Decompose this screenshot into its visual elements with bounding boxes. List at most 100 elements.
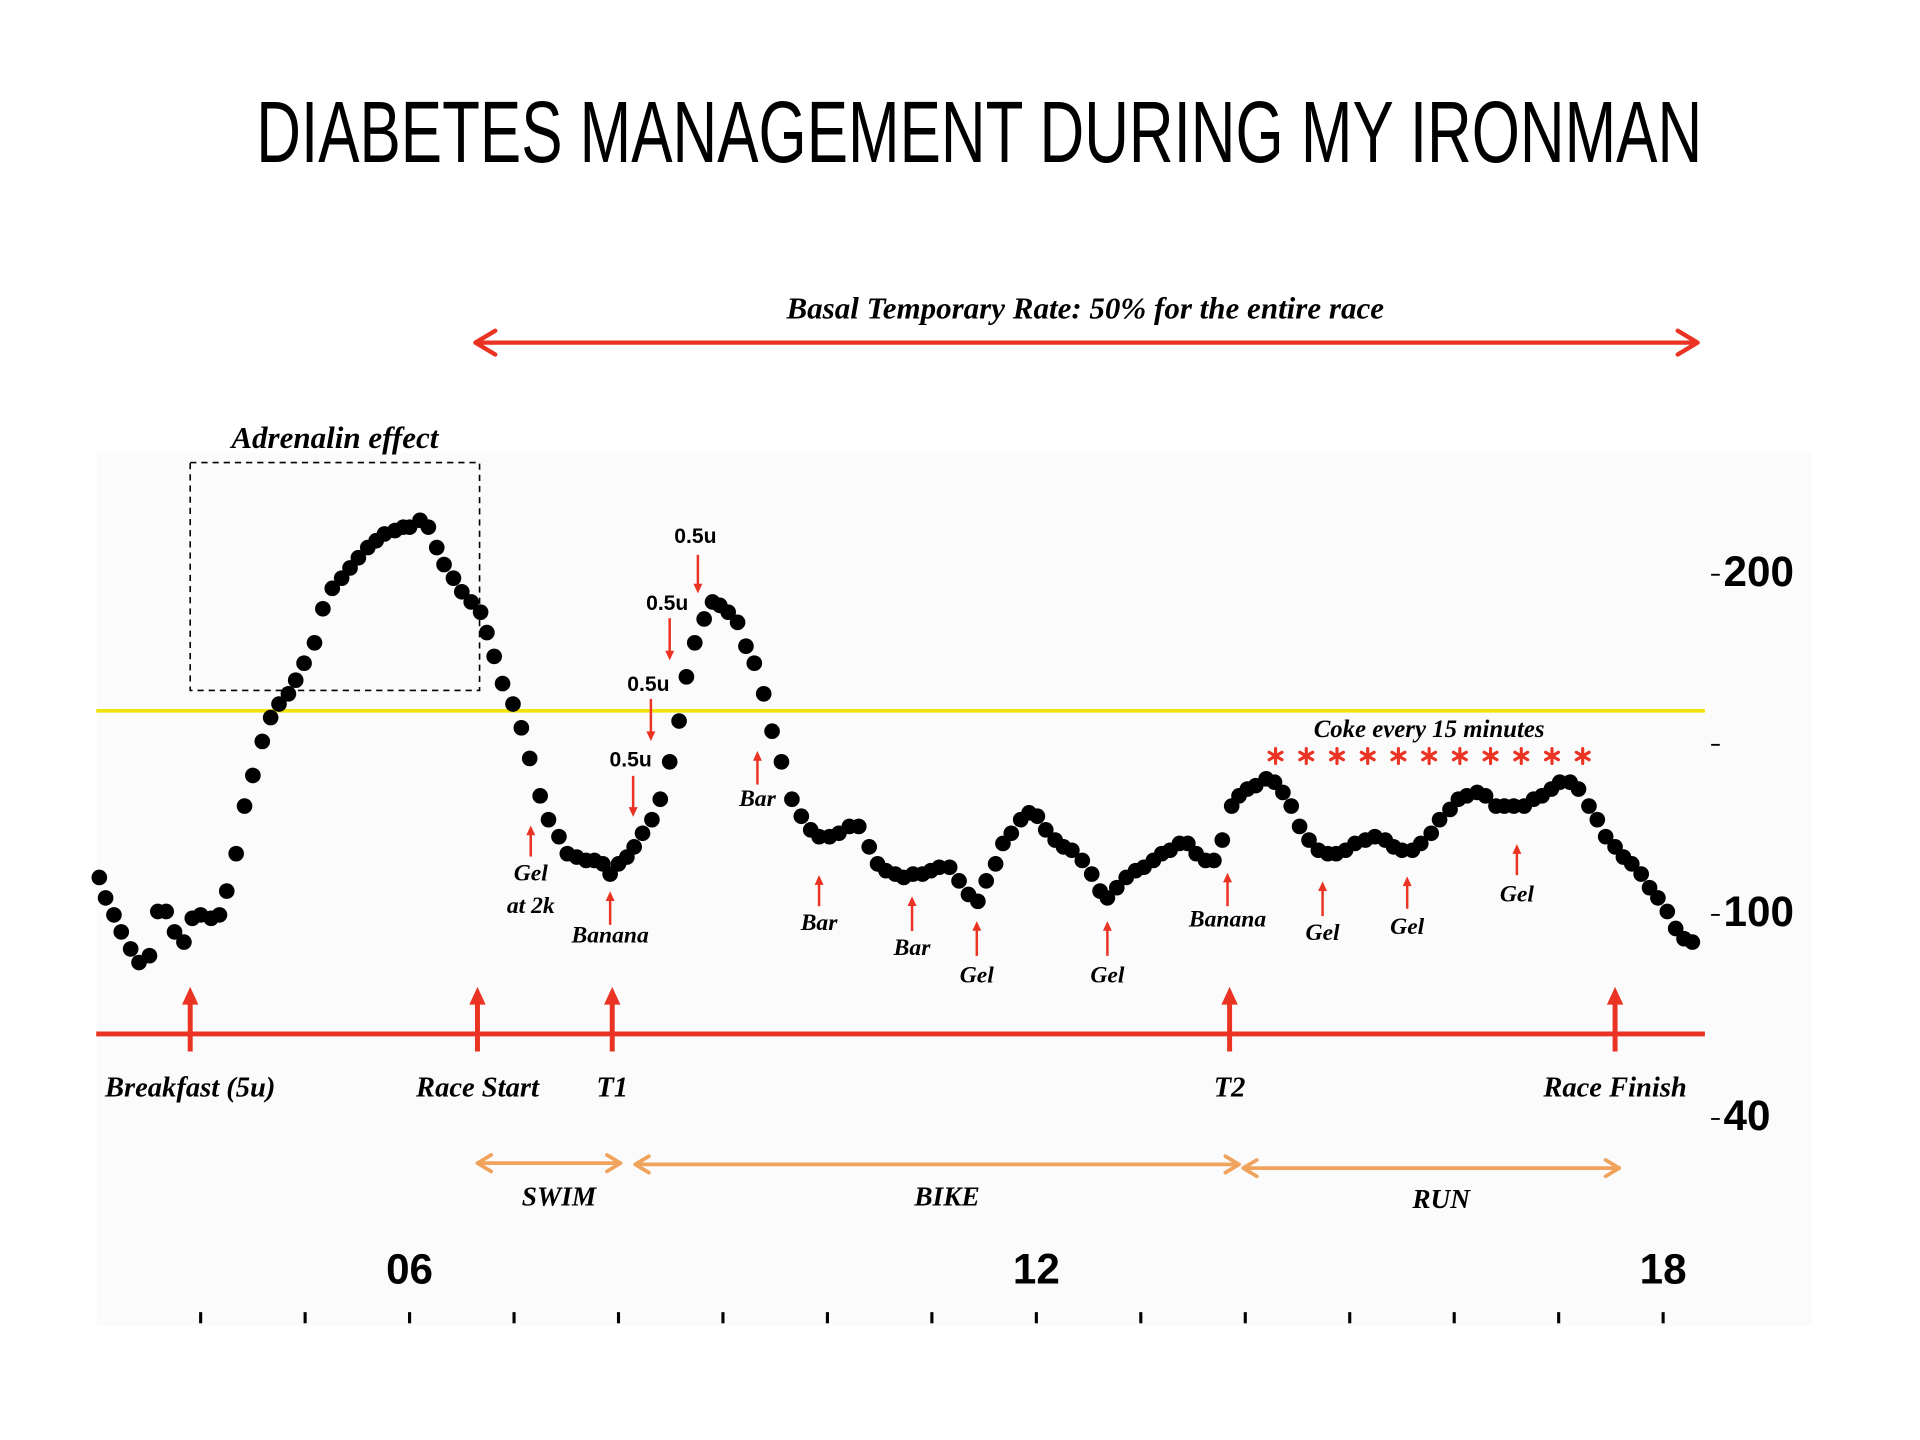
- arrow-head: [814, 875, 824, 885]
- glucose-point: [479, 624, 495, 641]
- glucose-point: [1412, 835, 1429, 852]
- plot-background: [96, 453, 1813, 1326]
- glucose-point: [91, 869, 108, 886]
- glucose-point: [696, 611, 712, 627]
- basal-arrow: [473, 328, 1700, 357]
- arrow-head: [1102, 921, 1112, 931]
- glucose-point: [494, 675, 511, 692]
- region-label: Adrenalin effect: [229, 420, 439, 455]
- glucose-point: [453, 583, 470, 600]
- intake-label: Gel: [1390, 914, 1424, 940]
- glucose-point: [521, 750, 538, 767]
- glucose-point: [551, 828, 567, 845]
- intake-arrow: [605, 891, 615, 925]
- glucose-point: [236, 798, 253, 814]
- glucose-point: [970, 893, 986, 910]
- glucose-point: [951, 873, 967, 889]
- glucose-point: [280, 685, 297, 702]
- glucose-point: [106, 907, 122, 923]
- intake-arrow: [1223, 872, 1232, 907]
- event-label: Race Finish: [1542, 1072, 1686, 1103]
- coke-star: [1482, 747, 1499, 765]
- glucose-point: [1029, 808, 1046, 825]
- insulin-arrow: [628, 775, 638, 817]
- glucose-point: [1423, 825, 1440, 842]
- event-label: T1: [596, 1072, 628, 1103]
- y-tick-label: 40: [1724, 1092, 1771, 1139]
- intake-arrow: [752, 751, 762, 785]
- glucose-point: [1037, 822, 1054, 838]
- intake-label: Bar: [738, 786, 777, 812]
- glucose-point: [784, 791, 800, 808]
- event-label: T2: [1214, 1072, 1246, 1103]
- insulin-label: 0.5u: [627, 673, 669, 696]
- arrow-head: [665, 650, 675, 661]
- glucose-point: [254, 733, 271, 750]
- glucose-point: [1003, 825, 1020, 842]
- glucose-point: [1597, 828, 1614, 845]
- glucose-point: [1064, 842, 1080, 859]
- glucose-point: [678, 668, 695, 685]
- glucose-point: [686, 634, 703, 651]
- arrow-head: [526, 825, 536, 836]
- glucose-point: [445, 570, 462, 586]
- insulin-label: 0.5u: [674, 525, 716, 548]
- coke-stars: [1267, 747, 1591, 765]
- event-arrow: [1221, 986, 1238, 1052]
- arrow-head: [907, 896, 917, 906]
- x-tick-label: 06: [386, 1246, 433, 1293]
- arrow-head: [1318, 881, 1328, 892]
- coke-star: [1359, 747, 1376, 765]
- phase-arrow: [475, 1153, 623, 1174]
- event-arrow: [469, 986, 486, 1052]
- intake-label: Gel: [1090, 962, 1124, 988]
- arrow-head: [182, 986, 199, 1005]
- glucose-point: [1074, 852, 1091, 869]
- coke-star: [1390, 747, 1407, 765]
- chart-title: DIABETES MANAGEMENT DURING MY IRONMAN: [256, 84, 1702, 181]
- glucose-point: [652, 791, 669, 808]
- glucose-point: [420, 519, 437, 535]
- coke-star: [1543, 747, 1561, 765]
- intake-label: Bar: [893, 935, 932, 961]
- intake-label: Bar: [800, 910, 839, 936]
- glucose-point: [850, 818, 867, 835]
- intake-arrow: [1402, 876, 1412, 909]
- phase-label: RUN: [1411, 1184, 1471, 1214]
- event-label: Breakfast (5u): [104, 1072, 275, 1103]
- arrow-head: [1221, 986, 1238, 1005]
- glucose-point: [532, 788, 548, 804]
- arrow-head: [1402, 876, 1412, 887]
- glucose-point: [218, 883, 235, 899]
- insulin-label: 0.5u: [610, 749, 652, 772]
- glucose-point: [661, 754, 678, 770]
- intake-arrow: [814, 875, 824, 907]
- glucose-point: [1291, 818, 1308, 835]
- glucose-point: [315, 600, 331, 617]
- arrow-head: [604, 986, 621, 1005]
- glucose-point: [729, 614, 746, 631]
- basal-label: Basal Temporary Rate: 50% for the entire…: [785, 291, 1384, 326]
- coke-star: [1421, 747, 1438, 765]
- glucose-point: [720, 604, 737, 620]
- arrow-head: [693, 583, 703, 594]
- insulin-label: 0.5u: [646, 592, 688, 615]
- intake-label: Gel: [960, 962, 994, 988]
- phase-label: BIKE: [913, 1181, 979, 1211]
- glucose-point: [1650, 890, 1666, 906]
- glucose-point: [1659, 903, 1676, 920]
- glucose-point: [793, 808, 810, 825]
- glucose-point: [746, 655, 763, 672]
- intake-label: Banana: [570, 923, 649, 949]
- coke-star: [1328, 747, 1346, 765]
- glucose-point: [671, 713, 687, 729]
- glucose-point: [262, 709, 279, 726]
- glucose-point: [228, 845, 244, 862]
- glucose-point: [211, 907, 228, 923]
- glucose-point: [271, 696, 287, 712]
- glucose-point: [1633, 866, 1650, 882]
- arrow-head: [1512, 844, 1522, 854]
- event-arrow: [1606, 986, 1624, 1052]
- glucose-point: [978, 873, 995, 889]
